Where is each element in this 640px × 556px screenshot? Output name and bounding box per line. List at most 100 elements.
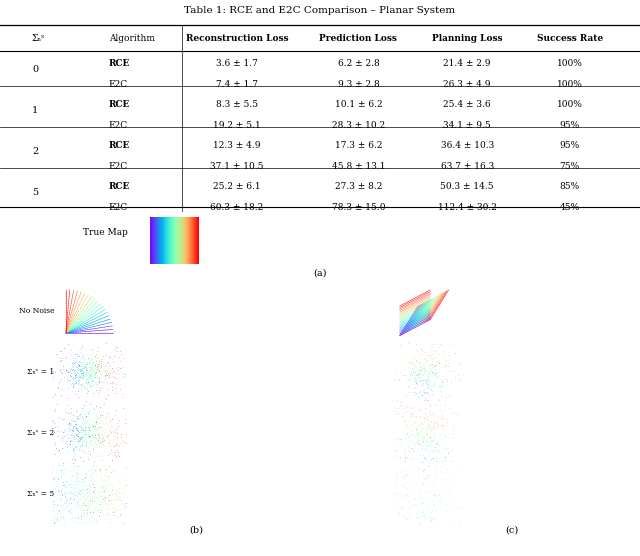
- Point: [90, 485, 100, 494]
- Point: [68, 471, 78, 480]
- Point: [83, 353, 93, 362]
- Point: [400, 354, 410, 363]
- Point: [164, 510, 175, 519]
- Point: [74, 376, 84, 385]
- Point: [111, 389, 122, 398]
- Point: [90, 361, 100, 370]
- Point: [76, 314, 86, 322]
- Point: [86, 371, 97, 380]
- Point: [101, 362, 111, 371]
- Point: [78, 477, 88, 486]
- Point: [35, 486, 45, 495]
- Point: [101, 468, 111, 476]
- Point: [412, 378, 422, 386]
- Point: [108, 351, 118, 360]
- Point: [63, 383, 73, 392]
- Point: [412, 378, 422, 387]
- Point: [92, 316, 102, 325]
- Point: [58, 434, 68, 443]
- Point: [409, 430, 419, 439]
- Point: [67, 416, 77, 425]
- Point: [76, 442, 86, 451]
- Point: [442, 455, 452, 464]
- Point: [72, 363, 83, 371]
- Point: [79, 415, 89, 424]
- Point: [104, 435, 115, 444]
- Point: [426, 351, 436, 360]
- Point: [97, 455, 108, 464]
- Point: [404, 388, 415, 397]
- Point: [56, 368, 67, 376]
- Point: [409, 447, 419, 456]
- Point: [402, 463, 412, 471]
- Point: [77, 341, 88, 350]
- Point: [97, 515, 108, 524]
- Point: [423, 380, 433, 389]
- Point: [111, 346, 122, 355]
- Point: [70, 371, 81, 380]
- Point: [456, 420, 467, 429]
- Point: [392, 407, 403, 416]
- Point: [68, 458, 79, 467]
- Point: [76, 425, 86, 434]
- Point: [71, 477, 81, 486]
- Point: [88, 365, 99, 374]
- Point: [77, 503, 87, 512]
- Point: [79, 334, 89, 343]
- Point: [34, 501, 44, 510]
- Point: [417, 446, 428, 455]
- Point: [399, 416, 410, 425]
- Point: [89, 408, 99, 417]
- Point: [413, 371, 424, 380]
- Point: [96, 424, 106, 433]
- Point: [102, 478, 112, 486]
- Point: [102, 413, 112, 421]
- Point: [92, 438, 102, 447]
- Point: [65, 440, 75, 449]
- Point: [79, 448, 90, 456]
- Point: [64, 480, 74, 489]
- Point: [78, 299, 88, 307]
- Point: [72, 502, 83, 510]
- Point: [437, 381, 447, 390]
- Point: [420, 416, 430, 425]
- Point: [84, 372, 94, 381]
- Point: [58, 447, 68, 456]
- Point: [77, 364, 87, 373]
- Point: [101, 367, 111, 376]
- Point: [64, 295, 74, 304]
- Point: [122, 363, 132, 372]
- Point: [90, 477, 100, 486]
- Point: [417, 360, 427, 369]
- Point: [88, 428, 98, 436]
- Point: [77, 364, 88, 373]
- Point: [61, 329, 71, 337]
- Point: [83, 327, 93, 336]
- Point: [104, 490, 114, 499]
- Point: [69, 445, 79, 454]
- Point: [410, 434, 420, 443]
- Point: [95, 362, 105, 371]
- Point: [109, 424, 120, 433]
- Point: [52, 514, 63, 523]
- Point: [68, 323, 79, 332]
- Point: [177, 495, 187, 504]
- Point: [412, 500, 422, 509]
- Point: [87, 474, 97, 483]
- Point: [72, 488, 83, 497]
- Point: [438, 421, 448, 430]
- Point: [91, 435, 101, 444]
- Point: [65, 431, 76, 440]
- Point: [403, 424, 413, 433]
- Point: [97, 435, 108, 444]
- Point: [79, 436, 90, 445]
- Point: [79, 446, 89, 455]
- Point: [369, 524, 379, 533]
- Point: [62, 399, 72, 408]
- Point: [96, 364, 106, 373]
- Point: [413, 507, 423, 515]
- Point: [427, 356, 437, 365]
- Point: [84, 502, 94, 511]
- Point: [95, 497, 106, 505]
- Point: [88, 309, 98, 318]
